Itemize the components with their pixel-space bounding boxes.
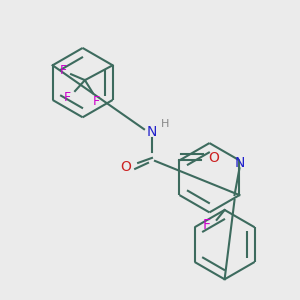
Text: F: F xyxy=(93,95,100,108)
Text: H: H xyxy=(161,119,169,129)
Text: F: F xyxy=(64,92,70,104)
Text: O: O xyxy=(120,160,131,174)
Text: N: N xyxy=(147,125,157,139)
Text: F: F xyxy=(60,64,67,77)
Text: N: N xyxy=(234,156,245,170)
Text: F: F xyxy=(203,218,211,232)
Text: O: O xyxy=(209,152,220,165)
